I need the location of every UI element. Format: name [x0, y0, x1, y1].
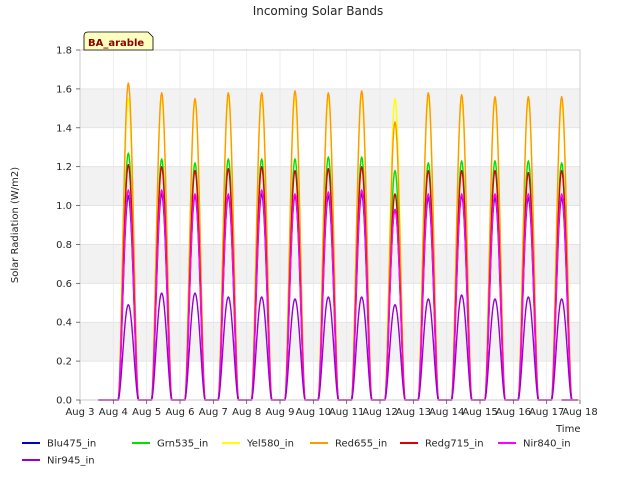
y-tick-label: 0.4	[56, 318, 72, 329]
background-band	[80, 244, 580, 284]
y-tick-label: 1.6	[56, 84, 72, 95]
x-tick-label: Aug 3	[65, 407, 94, 418]
y-tick-label: 0.2	[56, 357, 72, 368]
axis-ticks: Aug 3 Aug 4 Aug 5 Aug 6 Aug 7 Aug 8 Aug 9 Aug 1…	[56, 46, 598, 419]
x-tick-label: Aug 4	[99, 407, 128, 418]
y-tick-label: 0.6	[56, 279, 72, 290]
y-tick-label: 0.8	[56, 240, 72, 251]
x-tick-label: Aug 7	[199, 407, 228, 418]
x-tick-label: Aug 5	[132, 407, 161, 418]
y-tick-label: 0.0	[56, 396, 72, 407]
plot-frame	[79, 49, 581, 401]
y-tick-label: 1.8	[56, 46, 72, 57]
legend-label: Redg715_in	[425, 439, 484, 450]
x-tick-label: Aug 12	[362, 407, 397, 418]
y-axis-title: Solar Radiation (W/m2)	[10, 167, 21, 283]
legend-item: Blu475_in	[22, 439, 96, 450]
legend-item: Yel580_in	[222, 439, 294, 450]
legend-label: Grn535_in	[157, 439, 208, 450]
y-tick-label: 1.2	[56, 162, 72, 173]
background-band	[80, 361, 580, 400]
legend-label: Yel580_in	[246, 439, 294, 450]
legend-label: Nir945_in	[47, 456, 95, 467]
x-tick-label: Aug 16	[496, 407, 531, 418]
legend-item: Nir840_in	[498, 439, 571, 450]
legend: Blu475_in Grn535_in Yel580_in Red655_in Redg…	[22, 439, 571, 467]
site-label: BA_arable	[88, 38, 144, 49]
legend-label: Red655_in	[335, 439, 387, 450]
x-tick-label: Aug 18	[562, 407, 597, 418]
x-tick-label: Aug 17	[529, 407, 564, 418]
y-tick-label: 1.0	[56, 201, 72, 212]
legend-item: Redg715_in	[400, 439, 484, 450]
legend-label: Blu475_in	[47, 439, 96, 450]
x-tick-label: Aug 8	[232, 407, 261, 418]
x-tick-label: Aug 13	[396, 407, 431, 418]
background-band	[80, 50, 580, 89]
site-label-background	[83, 31, 154, 51]
x-axis-title: Time	[555, 424, 580, 435]
legend-item: Red655_in	[310, 439, 387, 450]
y-tick-label: 1.4	[56, 123, 72, 134]
x-tick-label: Aug 11	[329, 407, 364, 418]
x-tick-label: Aug 6	[165, 407, 194, 418]
x-tick-label: Aug 10	[296, 407, 331, 418]
legend-label: Nir840_in	[523, 439, 571, 450]
legend-item: Nir945_in	[22, 456, 95, 467]
x-tick-label: Aug 9	[265, 407, 294, 418]
background-band	[80, 127, 580, 167]
x-tick-label: Aug 14	[429, 407, 464, 418]
chart-title: Incoming Solar Bands	[253, 4, 384, 18]
background-band	[80, 322, 580, 362]
site-label-box: BA_arable	[83, 31, 154, 51]
x-tick-label: Aug 15	[462, 407, 497, 418]
legend-item: Grn535_in	[132, 439, 208, 450]
